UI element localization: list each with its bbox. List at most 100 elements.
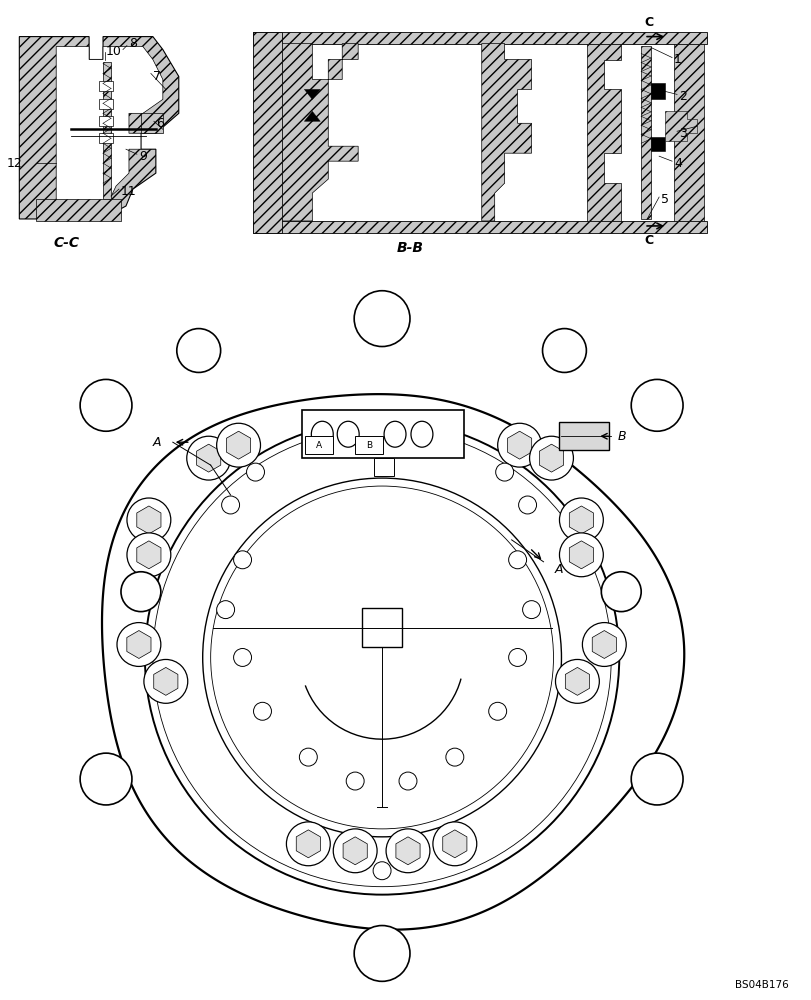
Circle shape <box>144 420 619 895</box>
Circle shape <box>144 659 187 703</box>
Ellipse shape <box>384 421 406 447</box>
Circle shape <box>247 463 264 481</box>
Bar <box>650 137 664 151</box>
Text: 3: 3 <box>678 127 686 140</box>
Polygon shape <box>141 113 163 133</box>
Circle shape <box>80 379 131 431</box>
Polygon shape <box>252 32 282 233</box>
Polygon shape <box>196 444 221 472</box>
Text: A: A <box>152 436 161 449</box>
Polygon shape <box>136 541 161 569</box>
Circle shape <box>581 623 625 666</box>
Text: C: C <box>644 16 653 29</box>
Polygon shape <box>591 631 616 658</box>
Circle shape <box>234 551 251 569</box>
Circle shape <box>508 551 526 569</box>
Text: 4: 4 <box>673 157 681 170</box>
Polygon shape <box>641 46 650 219</box>
Text: 11: 11 <box>121 185 136 198</box>
Circle shape <box>372 862 391 880</box>
Text: 2: 2 <box>678 90 686 103</box>
Polygon shape <box>153 667 178 695</box>
Polygon shape <box>343 837 367 865</box>
Circle shape <box>630 753 682 805</box>
Text: 10: 10 <box>106 45 122 58</box>
Text: B-B: B-B <box>396 241 423 255</box>
Text: 6: 6 <box>156 117 164 130</box>
Polygon shape <box>127 631 151 658</box>
Polygon shape <box>226 431 251 459</box>
Circle shape <box>152 428 611 887</box>
Bar <box>99 81 113 91</box>
Polygon shape <box>442 830 466 858</box>
Polygon shape <box>19 37 178 219</box>
Ellipse shape <box>337 421 358 447</box>
Circle shape <box>177 329 221 372</box>
Circle shape <box>210 486 553 829</box>
Circle shape <box>508 648 526 666</box>
Text: C: C <box>644 234 653 247</box>
Circle shape <box>630 379 682 431</box>
Circle shape <box>529 436 573 480</box>
Text: 7: 7 <box>152 70 161 83</box>
Text: B: B <box>616 430 625 443</box>
Bar <box>302 410 463 458</box>
Polygon shape <box>569 506 593 534</box>
Polygon shape <box>396 837 419 865</box>
Bar <box>99 99 113 109</box>
Circle shape <box>432 822 476 866</box>
Polygon shape <box>569 541 593 569</box>
Bar <box>559 422 608 450</box>
Polygon shape <box>296 830 320 858</box>
Circle shape <box>299 748 317 766</box>
Circle shape <box>203 478 560 837</box>
Circle shape <box>127 498 170 542</box>
Polygon shape <box>252 32 706 44</box>
Polygon shape <box>564 667 589 695</box>
Circle shape <box>217 423 260 467</box>
Bar <box>650 83 664 99</box>
Bar <box>362 608 401 647</box>
Circle shape <box>518 496 536 514</box>
Polygon shape <box>102 394 684 930</box>
Circle shape <box>217 601 234 619</box>
Bar <box>99 133 113 143</box>
Text: 1: 1 <box>673 53 681 66</box>
Polygon shape <box>481 44 531 221</box>
Circle shape <box>495 463 513 481</box>
Circle shape <box>345 772 363 790</box>
Text: 9: 9 <box>139 150 147 163</box>
Bar <box>374 458 393 476</box>
Polygon shape <box>507 431 531 459</box>
Ellipse shape <box>311 421 333 447</box>
Bar <box>305 436 333 454</box>
Polygon shape <box>539 444 563 472</box>
Circle shape <box>522 601 540 619</box>
Circle shape <box>253 702 271 720</box>
Text: A: A <box>554 563 562 576</box>
Circle shape <box>234 648 251 666</box>
Text: 12: 12 <box>6 157 22 170</box>
Text: C-C: C-C <box>53 236 79 250</box>
Circle shape <box>117 623 161 666</box>
Text: BS04B176: BS04B176 <box>734 980 787 990</box>
Circle shape <box>497 423 541 467</box>
Polygon shape <box>103 62 111 199</box>
Circle shape <box>555 659 599 703</box>
Circle shape <box>601 572 641 612</box>
Circle shape <box>187 436 230 480</box>
Circle shape <box>354 926 410 981</box>
Circle shape <box>286 822 330 866</box>
Circle shape <box>445 748 463 766</box>
Circle shape <box>121 572 161 612</box>
Circle shape <box>488 702 506 720</box>
Polygon shape <box>304 111 320 121</box>
Circle shape <box>80 753 131 805</box>
Polygon shape <box>282 44 358 221</box>
Bar <box>354 436 383 454</box>
Circle shape <box>354 291 410 347</box>
Text: 8: 8 <box>129 37 137 50</box>
Polygon shape <box>136 506 161 534</box>
Circle shape <box>559 533 603 577</box>
Polygon shape <box>252 221 706 233</box>
